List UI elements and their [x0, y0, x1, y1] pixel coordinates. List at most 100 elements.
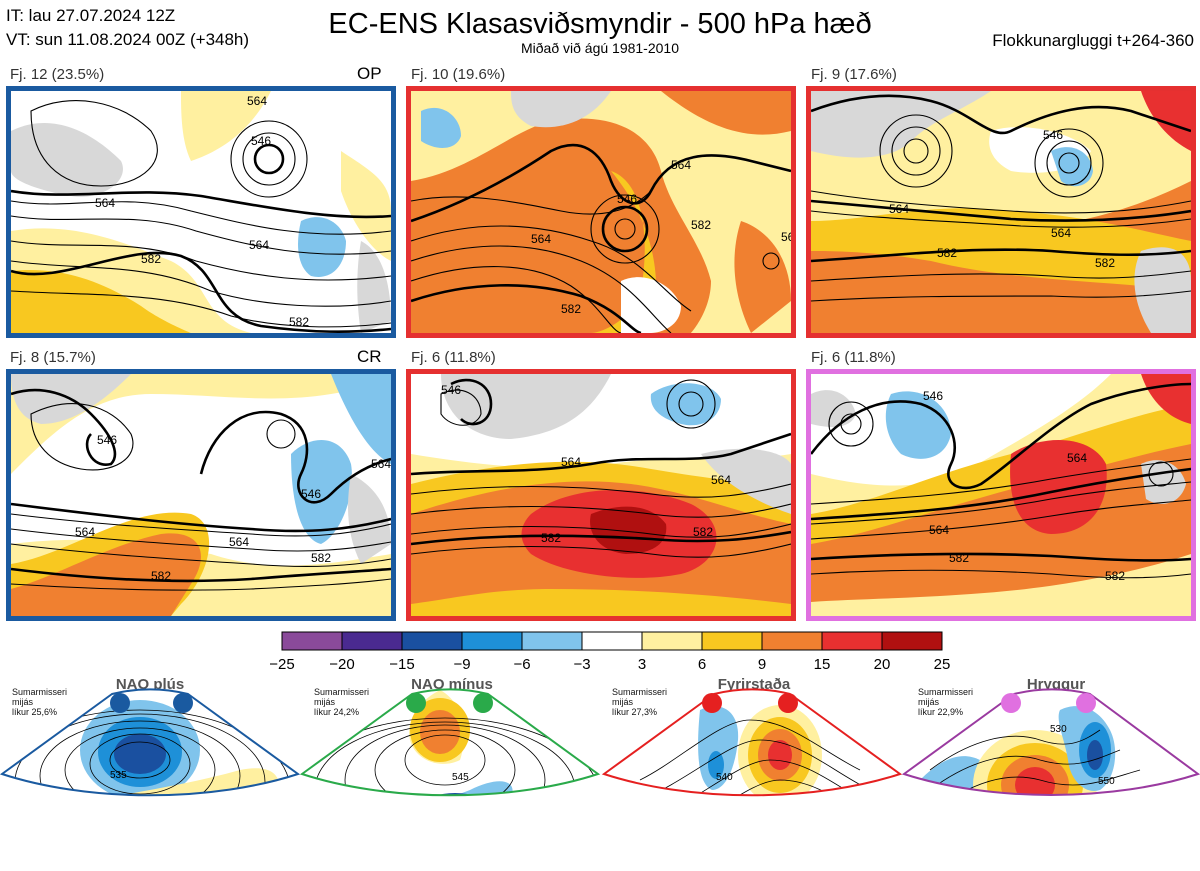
- contour-label: 546: [1043, 128, 1063, 142]
- initial-time: IT: lau 27.07.2024 12Z: [6, 6, 176, 25]
- clustering-window: Flokkunargluggi t+264-360: [992, 31, 1194, 50]
- regime-2-meta: Sumarmisseri mijás líkur 24,2%: [314, 687, 370, 717]
- contour-label: 582: [1105, 569, 1125, 583]
- contour-label: 546: [301, 487, 321, 501]
- colorbar-tick-label: 3: [637, 656, 647, 673]
- regime-3-meta: Sumarmisseri mijás líkur 27,3%: [612, 687, 668, 717]
- contour-label: 582: [693, 525, 713, 539]
- contour-label: 582: [541, 531, 561, 545]
- panel-5-label: Fj. 6 (11.8%): [411, 349, 496, 366]
- regime-contour-label: 575: [1092, 838, 1109, 849]
- cluster-map-5: 546 564 564 582 582: [406, 369, 796, 621]
- contour-label: 546: [923, 389, 943, 403]
- anomaly-colorbar: [281, 631, 943, 656]
- cluster-map-6: 546 564 564 582 582: [806, 369, 1196, 621]
- colorbar-segment: [341, 631, 403, 651]
- regime-contour-label: 560: [724, 810, 741, 821]
- contour-label: 564: [371, 457, 391, 471]
- colorbar-tick-label: 6: [697, 656, 707, 673]
- contour-label: 564: [889, 202, 909, 216]
- colorbar-tick-label: 20: [873, 656, 891, 673]
- colorbar-segment: [881, 631, 943, 651]
- page-subtitle: Miðað við ágú 1981-2010: [520, 40, 679, 56]
- regime-1-map: 535 560: [2, 689, 298, 817]
- panel-4-tag: CR: [357, 347, 382, 366]
- contour-label: 582: [151, 569, 171, 583]
- contour-label: 564: [781, 230, 791, 244]
- contour-label: 582: [561, 302, 581, 316]
- contour-label: 564: [1051, 226, 1071, 240]
- regime-contour-label: 530: [1050, 724, 1067, 735]
- contour-label: 546: [97, 433, 117, 447]
- contour-label: 564: [75, 525, 95, 539]
- contour-label: 564: [671, 158, 691, 172]
- colorbar-segment: [701, 631, 763, 651]
- regime-3-map: 540 560 575: [604, 689, 900, 843]
- valid-time: VT: sun 11.08.2024 00Z (+348h): [6, 30, 250, 49]
- colorbar-tick-label: 25: [933, 656, 951, 673]
- colorbar-tick-label: −20: [329, 656, 355, 673]
- regime-contour-label: 575: [740, 832, 757, 843]
- contour-label: 564: [929, 523, 949, 537]
- colorbar-segment: [761, 631, 823, 651]
- contour-label: 564: [95, 196, 115, 210]
- cluster-map-1: 564 546 564 564 582 582: [6, 86, 396, 338]
- regime-contour-label: 540: [716, 772, 733, 783]
- colorbar-segment: [641, 631, 703, 651]
- page-title: EC-ENS Klasasviðsmyndir - 500 hPa hæð: [328, 8, 872, 40]
- panel-2-label: Fj. 10 (19.6%): [411, 66, 506, 83]
- contour-label: 564: [711, 473, 731, 487]
- panel-3-label: Fj. 9 (17.6%): [811, 66, 897, 83]
- run-info: IT: lau 27.07.2024 12Z VT: sun 11.08.202…: [6, 4, 249, 52]
- contour-label: 564: [249, 238, 269, 252]
- regime-contour-label: 550: [1098, 776, 1115, 787]
- cluster-map-4: 546 564 546 564 564 582 582: [6, 369, 396, 621]
- panel-6-label: Fj. 6 (11.8%): [811, 349, 896, 366]
- regime-maps: 535 560 545 560 575: [0, 688, 1200, 859]
- colorbar-tick-label: −25: [269, 656, 295, 673]
- contour-label: 546: [251, 134, 271, 148]
- colorbar-tick-label: −3: [573, 656, 591, 673]
- contour-label: 564: [247, 94, 267, 108]
- regime-contour-label: 545: [452, 772, 469, 783]
- contour-label: 564: [531, 232, 551, 246]
- colorbar-segment: [401, 631, 463, 651]
- regime-contour-label: 535: [110, 770, 127, 781]
- contour-label: 582: [937, 246, 957, 260]
- contour-label: 582: [311, 551, 331, 565]
- colorbar-tick-label: 9: [757, 656, 767, 673]
- contour-label: 582: [1095, 256, 1115, 270]
- contour-label: 582: [949, 551, 969, 565]
- contour-label: 546: [617, 192, 637, 206]
- regime-4-map: 530 550 575: [904, 689, 1198, 849]
- panel-1-label: Fj. 12 (23.5%): [10, 66, 105, 83]
- regime-4-meta: Sumarmisseri mijás líkur 22,9%: [918, 687, 974, 717]
- contour-label: 546: [441, 383, 461, 397]
- regime-contour-label: 560: [436, 814, 453, 825]
- contour-label: 582: [289, 315, 309, 329]
- regime-2-map: 545 560 575: [302, 689, 598, 859]
- regime-3-name: Fyrirstaða: [717, 676, 791, 693]
- panel-1-tag: OP: [357, 64, 382, 83]
- colorbar-segment: [821, 631, 883, 651]
- contour-label: 582: [691, 218, 711, 232]
- contour-label: 564: [229, 535, 249, 549]
- cluster-map-2: 564 546 564 582 564 582: [406, 86, 796, 338]
- regime-1-name: NAO plús: [115, 676, 185, 693]
- colorbar-tick-label: −6: [513, 656, 531, 673]
- panel-4-label: Fj. 8 (15.7%): [10, 349, 96, 366]
- colorbar-tick-label: 15: [813, 656, 831, 673]
- regime-2-name: NAO mínus: [411, 676, 493, 693]
- colorbar-tick-label: −9: [453, 656, 471, 673]
- colorbar-segment: [461, 631, 523, 651]
- contour-label: 564: [561, 455, 581, 469]
- colorbar-tick-label: −15: [389, 656, 415, 673]
- cluster-map-3: 546 564 564 582 582: [806, 86, 1196, 338]
- contour-label: 582: [141, 252, 161, 266]
- regime-contour-label: 560: [118, 806, 135, 817]
- regime-contour-label: 575: [446, 848, 463, 859]
- colorbar-segment: [281, 631, 343, 651]
- regime-1-meta: Sumarmisseri mijás líkur 25,6%: [12, 687, 68, 717]
- colorbar-segment: [581, 631, 643, 651]
- contour-label: 564: [1067, 451, 1087, 465]
